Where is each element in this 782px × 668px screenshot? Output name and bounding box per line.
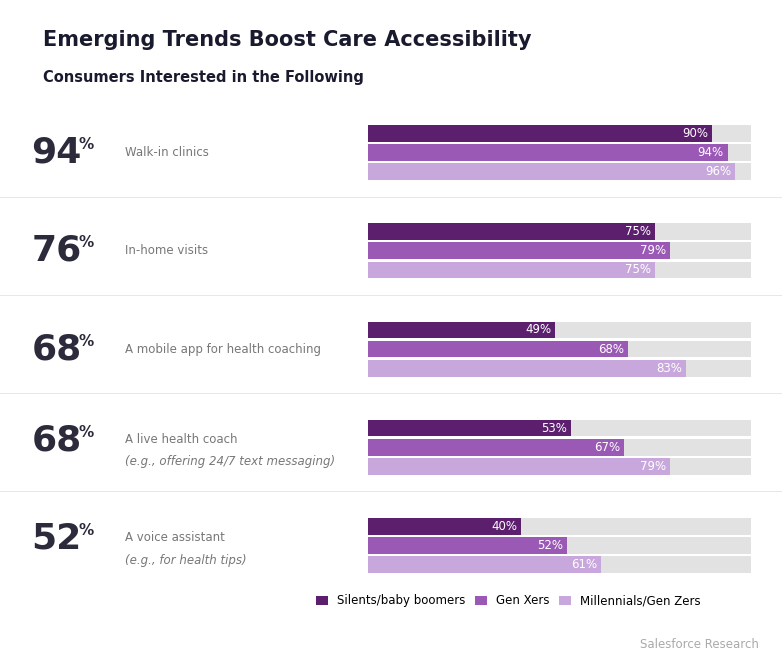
Bar — [368, 321, 555, 338]
Text: 75%: 75% — [625, 263, 651, 277]
Text: A voice assistant: A voice assistant — [125, 531, 225, 544]
Text: Walk-in clinics: Walk-in clinics — [125, 146, 209, 159]
Text: 79%: 79% — [640, 244, 666, 257]
Bar — [368, 144, 751, 161]
Bar — [368, 556, 751, 573]
Text: 53%: 53% — [541, 422, 567, 435]
Bar — [368, 458, 670, 475]
Text: 90%: 90% — [683, 127, 708, 140]
Text: (e.g., offering 24/7 text messaging): (e.g., offering 24/7 text messaging) — [125, 456, 335, 468]
Bar — [368, 144, 728, 161]
Text: %: % — [79, 425, 95, 440]
Text: 68: 68 — [31, 332, 81, 366]
Bar — [368, 262, 751, 279]
Bar — [368, 125, 712, 142]
Bar — [368, 164, 751, 180]
Text: 68%: 68% — [598, 343, 624, 355]
Legend: Silents/baby boomers, Gen Xers, Millennials/Gen Zers: Silents/baby boomers, Gen Xers, Millenni… — [311, 590, 705, 612]
Bar — [368, 537, 567, 554]
Bar — [368, 242, 751, 259]
Text: 83%: 83% — [656, 361, 682, 375]
Bar — [368, 420, 571, 436]
Text: 61%: 61% — [571, 558, 597, 571]
Bar — [368, 439, 751, 456]
Text: Emerging Trends Boost Care Accessibility: Emerging Trends Boost Care Accessibility — [43, 30, 532, 50]
Text: 40%: 40% — [491, 520, 517, 533]
Text: 68: 68 — [31, 424, 81, 458]
Bar — [368, 458, 751, 475]
Bar — [368, 439, 624, 456]
Text: 49%: 49% — [526, 323, 551, 337]
Bar — [368, 360, 751, 377]
Text: %: % — [79, 523, 95, 538]
Text: 94: 94 — [31, 136, 81, 170]
Text: (e.g., for health tips): (e.g., for health tips) — [125, 554, 247, 566]
Text: %: % — [79, 235, 95, 250]
Text: Consumers Interested in the Following: Consumers Interested in the Following — [43, 70, 364, 85]
Text: 52%: 52% — [537, 539, 563, 552]
Bar — [368, 242, 670, 259]
Bar — [368, 420, 751, 436]
Bar — [368, 518, 751, 534]
Text: %: % — [79, 137, 95, 152]
Bar — [368, 341, 628, 357]
Text: 79%: 79% — [640, 460, 666, 473]
Text: 52: 52 — [31, 522, 81, 556]
Bar — [368, 556, 601, 573]
Bar — [368, 223, 655, 240]
Bar — [368, 164, 735, 180]
Text: A live health coach: A live health coach — [125, 433, 238, 446]
Text: 75%: 75% — [625, 225, 651, 238]
Text: Salesforce Research: Salesforce Research — [640, 639, 759, 651]
Text: 96%: 96% — [705, 165, 731, 178]
Bar — [368, 262, 655, 279]
Text: 76: 76 — [31, 234, 81, 268]
Bar — [368, 321, 751, 338]
Text: 94%: 94% — [698, 146, 724, 159]
Bar — [368, 341, 751, 357]
Bar — [368, 223, 751, 240]
Bar — [368, 518, 521, 534]
Bar — [368, 537, 751, 554]
Text: A mobile app for health coaching: A mobile app for health coaching — [125, 343, 321, 355]
Text: In-home visits: In-home visits — [125, 244, 208, 257]
Bar — [368, 125, 751, 142]
Bar — [368, 360, 686, 377]
Text: %: % — [79, 333, 95, 349]
Text: 67%: 67% — [594, 441, 620, 454]
